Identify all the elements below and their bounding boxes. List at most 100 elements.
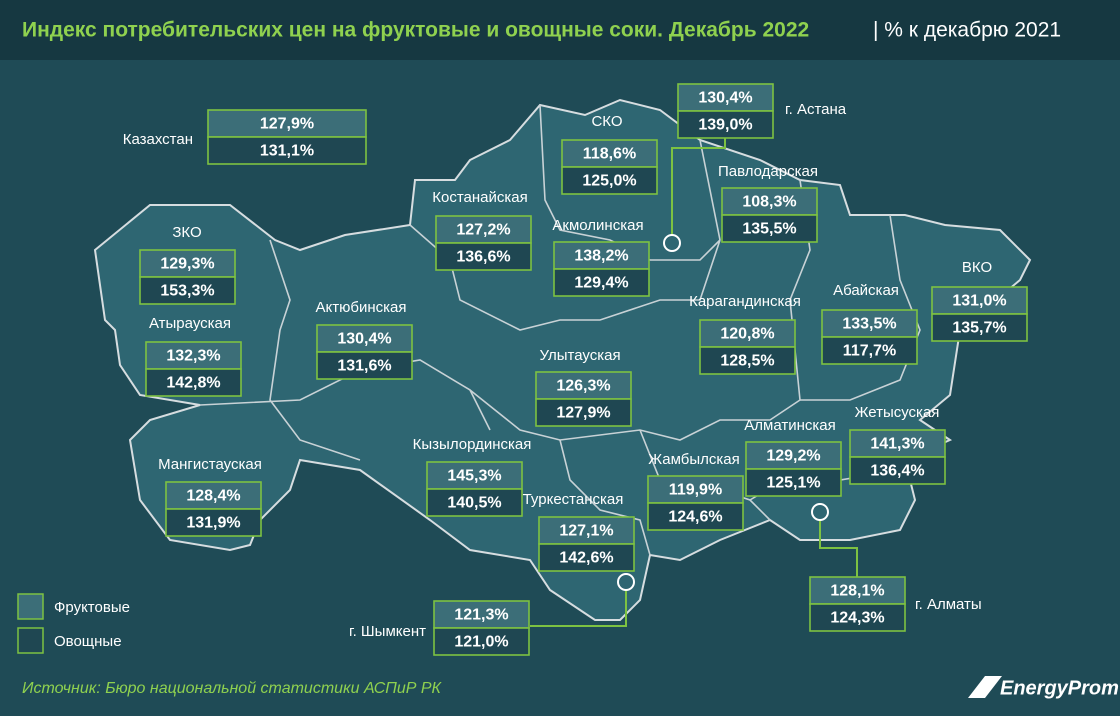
fruit-box (677, 83, 774, 112)
fruit-value: 118,6% (583, 146, 636, 163)
fruit-value: 120,8% (720, 326, 774, 343)
veg-value: 153,3% (160, 283, 214, 300)
fruit-value: 127,9% (260, 116, 314, 133)
region-name: Жамбылская (648, 451, 740, 468)
veg-box (145, 368, 242, 397)
veg-value: 142,6% (559, 550, 613, 567)
region-name: Карагандинская (689, 293, 801, 310)
region-name: СКО (591, 113, 622, 130)
fruit-value: 108,3% (742, 194, 796, 211)
legend-label: Фруктовые (54, 599, 130, 616)
fruit-box (145, 341, 242, 370)
region-name: г. Астана (785, 101, 847, 118)
fruit-box (316, 324, 413, 353)
fruit-box (745, 441, 842, 470)
fruit-box (535, 371, 632, 400)
veg-value: 124,6% (668, 509, 722, 526)
fruit-value: 138,2% (574, 248, 628, 265)
veg-value: 128,5% (720, 353, 774, 370)
veg-value: 139,0% (698, 117, 752, 134)
fruit-value: 132,3% (166, 348, 220, 365)
veg-value: 121,0% (454, 634, 508, 651)
fruit-box (538, 516, 635, 545)
veg-box (849, 456, 946, 485)
veg-box (931, 313, 1028, 342)
veg-value: 142,8% (166, 375, 220, 392)
veg-box (538, 543, 635, 572)
veg-value: 135,7% (952, 320, 1006, 337)
veg-value: 131,9% (186, 515, 240, 532)
region-name: Акмолинская (552, 217, 643, 234)
veg-value: 125,0% (582, 173, 636, 190)
title-bar (0, 0, 1120, 60)
fruit-box (139, 249, 236, 278)
veg-box (677, 110, 774, 139)
region-name: ВКО (962, 259, 992, 276)
region-name: Атырауская (149, 315, 231, 332)
fruit-box (931, 286, 1028, 315)
veg-box (433, 627, 530, 656)
region-name: Кызылординская (413, 436, 532, 453)
veg-value: 136,6% (456, 249, 510, 266)
veg-box (699, 346, 796, 375)
fruit-value: 121,3% (454, 607, 508, 624)
fruit-value: 126,3% (556, 378, 610, 395)
fruit-value: 128,1% (830, 583, 884, 600)
connectors (530, 138, 858, 627)
city-markers (617, 234, 829, 591)
fruit-value: 119,9% (669, 482, 722, 499)
fruit-box (433, 600, 530, 629)
region-name: г. Шымкент (349, 623, 426, 640)
veg-value: 129,4% (574, 275, 628, 292)
veg-value: 117,7% (843, 343, 896, 360)
fruit-box (647, 475, 744, 504)
fruit-value: 141,3% (870, 436, 924, 453)
region-name: Павлодарская (718, 163, 818, 180)
subtitle: | % к декабрю 2021 (873, 19, 1061, 42)
veg-value: 125,1% (766, 475, 820, 492)
region-name: г. Алматы (915, 596, 982, 613)
veg-value: 135,5% (742, 221, 796, 238)
veg-box (535, 398, 632, 427)
veg-value: 131,1% (260, 143, 314, 160)
fruit-value: 128,4% (186, 488, 240, 505)
fruit-box (165, 481, 262, 510)
veg-box (426, 488, 523, 517)
veg-box (553, 268, 650, 297)
veg-box (435, 242, 532, 271)
source: Источник: Бюро национальной статистики А… (22, 680, 443, 697)
region-name: Жетысуская (855, 404, 940, 421)
veg-box (647, 502, 744, 531)
veg-value: 140,5% (447, 495, 501, 512)
logo-icon (968, 676, 1002, 698)
region-name: Улытауская (539, 347, 620, 364)
fruit-value: 130,4% (698, 90, 752, 107)
title: Индекс потребительских цен на фруктовые … (22, 19, 809, 42)
legend-label: Овощные (54, 633, 122, 650)
region-name: Костанайская (432, 189, 528, 206)
veg-box (316, 351, 413, 380)
region-name: ЗКО (172, 224, 201, 241)
fruit-value: 127,1% (559, 523, 613, 540)
veg-box (721, 214, 818, 243)
region-name: Актюбинская (316, 299, 407, 316)
veg-value: 136,4% (870, 463, 924, 480)
fruit-value: 145,3% (447, 468, 501, 485)
veg-box (561, 166, 658, 195)
region-name: Туркестанская (523, 491, 624, 508)
fruit-value: 131,0% (952, 293, 1006, 310)
region-name: Алматинская (744, 417, 835, 434)
veg-value: 131,6% (337, 358, 391, 375)
fruit-value: 129,2% (766, 448, 820, 465)
veg-box (745, 468, 842, 497)
fruit-value: 127,2% (456, 222, 510, 239)
veg-value: 127,9% (556, 405, 610, 422)
veg-box (821, 336, 918, 365)
region-name: Абайская (833, 282, 899, 299)
fruit-box (821, 309, 918, 338)
fruit-value: 130,4% (337, 331, 391, 348)
veg-box (139, 276, 236, 305)
veg-box (165, 508, 262, 537)
veg-box (809, 603, 906, 632)
